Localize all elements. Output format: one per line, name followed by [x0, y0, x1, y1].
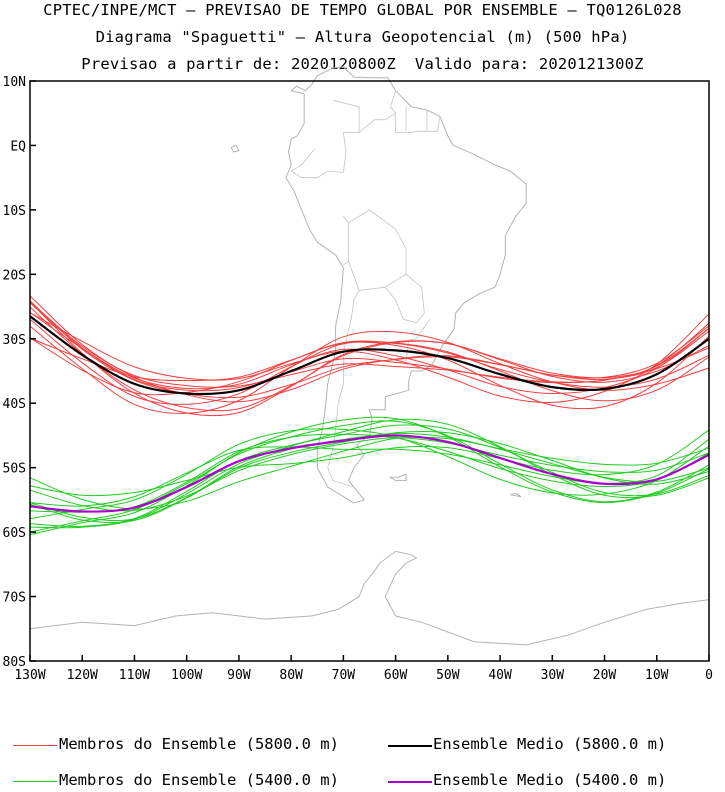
- x-tick-label-4: 90W: [227, 668, 251, 683]
- y-tick-label-1: EQ: [10, 139, 26, 154]
- x-tick-label-3: 100W: [171, 668, 202, 683]
- member-line-5400-11: [29, 428, 710, 520]
- x-tick-label-0: 130W: [14, 668, 45, 683]
- member-line-5400-0: [29, 437, 710, 512]
- country-border-2: [343, 216, 350, 266]
- country-border-7: [389, 90, 441, 134]
- x-tick-label-2: 110W: [119, 668, 150, 683]
- member-line-5400-3: [29, 416, 710, 536]
- y-tick-label-0: 10N: [3, 75, 26, 90]
- member-line-5800-3: [29, 301, 710, 417]
- legend-label-mean-5800: Ensemble Medio (5800.0 m): [433, 735, 667, 753]
- x-tick-label-9: 40W: [488, 668, 512, 683]
- y-tick-label-5: 40S: [3, 397, 26, 412]
- country-border-8: [358, 112, 396, 133]
- coastline-1: [29, 550, 412, 630]
- member-line-5400-8: [29, 432, 710, 522]
- country-border-5: [384, 273, 425, 324]
- mean-line-5800: [29, 315, 710, 396]
- y-tick-label-6: 50S: [3, 462, 26, 477]
- y-tick-label-7: 60S: [3, 526, 26, 541]
- y-tick-label-9: 80S: [3, 655, 26, 670]
- member-line-5400-4: [29, 433, 710, 513]
- member-line-5400-7: [29, 436, 710, 510]
- x-tick-label-13: 0: [705, 668, 713, 683]
- member-line-5400-10: [29, 420, 710, 533]
- member-line-5800-6: [29, 335, 710, 410]
- country-border-1: [290, 148, 328, 179]
- coastline-3: [388, 473, 407, 482]
- coastline-5: [230, 144, 240, 153]
- coastline-2: [384, 554, 710, 646]
- member-line-5800-10: [29, 306, 710, 412]
- member-line-5400-6: [29, 429, 710, 497]
- chart-subtitle: Diagrama "Spaguetti" – Altura Geopotenci…: [95, 28, 630, 46]
- coastline-0: [285, 66, 527, 504]
- member-line-5800-0: [29, 311, 710, 395]
- chart-title: CPTEC/INPE/MCT – PREVISAO DE TEMPO GLOBA…: [43, 1, 682, 19]
- country-border-3: [348, 209, 407, 291]
- mean-line-5400: [29, 434, 710, 513]
- x-tick-label-1: 120W: [67, 668, 98, 683]
- x-tick-label-6: 70W: [332, 668, 356, 683]
- x-tick-label-12: 10W: [645, 668, 669, 683]
- x-tick-label-5: 80W: [279, 668, 303, 683]
- legend-label-mean-5400: Ensemble Medio (5400.0 m): [433, 771, 667, 789]
- x-tick-label-10: 30W: [541, 668, 565, 683]
- y-tick-label-3: 20S: [3, 268, 26, 283]
- country-border-4: [327, 290, 360, 488]
- country-border-0: [327, 99, 360, 173]
- member-line-5800-8: [29, 302, 710, 392]
- legend-label-members-5800: Membros do Ensemble (5800.0 m): [59, 735, 339, 753]
- x-tick-label-8: 50W: [436, 668, 460, 683]
- plot-frame: [29, 80, 710, 662]
- legend-swatch-mean-5400: [388, 781, 432, 783]
- member-line-5800-5: [29, 337, 710, 402]
- member-line-5800-1: [29, 301, 710, 388]
- legend-swatch-mean-5800: [388, 745, 432, 747]
- legend-swatch-members-5400: [13, 781, 57, 782]
- member-line-5400-9: [29, 424, 710, 527]
- member-line-5800-9: [29, 300, 710, 399]
- x-tick-label-7: 60W: [384, 668, 408, 683]
- y-tick-label-2: 10S: [3, 204, 26, 219]
- y-tick-label-8: 70S: [3, 591, 26, 606]
- legend-label-members-5400: Membros do Ensemble (5400.0 m): [59, 771, 339, 789]
- coastline-4: [510, 492, 522, 498]
- chart-validity: Previsao a partir de: 2020120800Z Valido…: [81, 55, 644, 73]
- member-line-5800-7: [29, 312, 710, 404]
- x-tick-label-11: 20W: [593, 668, 617, 683]
- y-tick-label-4: 30S: [3, 333, 26, 348]
- spaghetti-chart: 130W 120W 110W 100W 90W 80W 70W 60W 50W 40W 30W 20W…: [3, 66, 713, 683]
- legend-swatch-members-5800: [13, 745, 57, 746]
